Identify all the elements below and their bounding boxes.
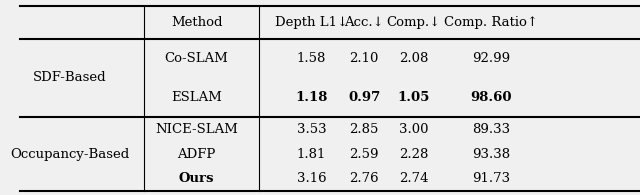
Text: 98.60: 98.60	[470, 91, 512, 104]
Text: Ours: Ours	[179, 172, 214, 185]
Text: Comp. Ratio↑: Comp. Ratio↑	[444, 16, 538, 29]
Text: Occupancy-Based: Occupancy-Based	[10, 148, 129, 160]
Text: 93.38: 93.38	[472, 148, 510, 160]
Text: 3.16: 3.16	[296, 172, 326, 185]
Text: 2.74: 2.74	[399, 172, 428, 185]
Text: Acc.↓: Acc.↓	[344, 16, 384, 29]
Text: 1.18: 1.18	[295, 91, 328, 104]
Text: Depth L1↓: Depth L1↓	[275, 16, 348, 29]
Text: 2.76: 2.76	[349, 172, 379, 185]
Text: Method: Method	[171, 16, 223, 29]
Text: 0.97: 0.97	[348, 91, 380, 104]
Text: 1.58: 1.58	[297, 52, 326, 65]
Text: 89.33: 89.33	[472, 123, 510, 136]
Text: ESLAM: ESLAM	[172, 91, 222, 104]
Text: SDF-Based: SDF-Based	[33, 72, 106, 84]
Text: 2.28: 2.28	[399, 148, 428, 160]
Text: 1.81: 1.81	[297, 148, 326, 160]
Text: 3.53: 3.53	[296, 123, 326, 136]
Text: 3.00: 3.00	[399, 123, 428, 136]
Text: 2.10: 2.10	[349, 52, 379, 65]
Text: 91.73: 91.73	[472, 172, 510, 185]
Text: 1.05: 1.05	[397, 91, 430, 104]
Text: 2.85: 2.85	[349, 123, 379, 136]
Text: ADFP: ADFP	[177, 148, 216, 160]
Text: 92.99: 92.99	[472, 52, 510, 65]
Text: Co-SLAM: Co-SLAM	[164, 52, 228, 65]
Text: Comp.↓: Comp.↓	[387, 16, 441, 29]
Text: 2.08: 2.08	[399, 52, 428, 65]
Text: NICE-SLAM: NICE-SLAM	[156, 123, 238, 136]
Text: 2.59: 2.59	[349, 148, 379, 160]
